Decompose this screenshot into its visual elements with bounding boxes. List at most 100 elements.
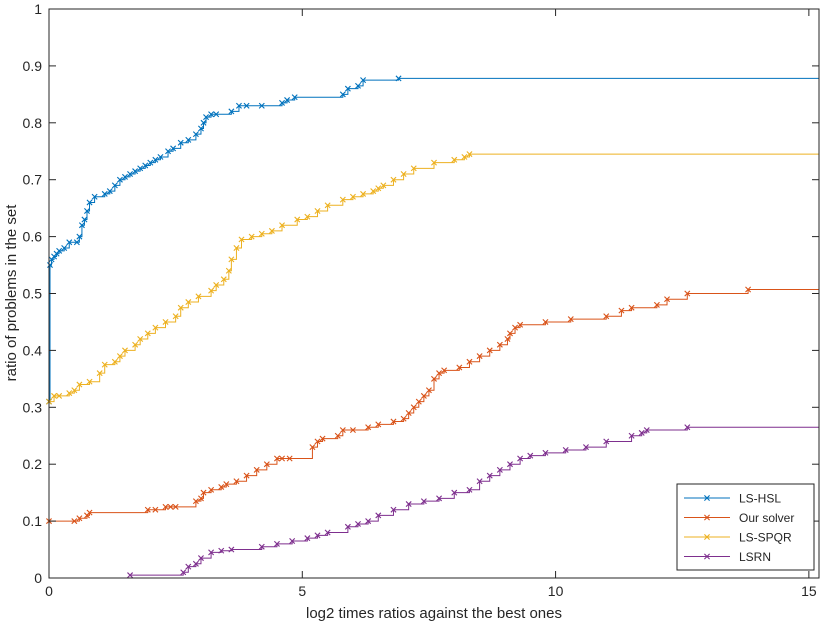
data-point-ls-hsl — [279, 99, 286, 106]
data-point-ls-hsl — [243, 102, 250, 109]
data-point-lsrn — [628, 432, 635, 439]
data-point-our-solver — [314, 438, 321, 445]
data-point-our-solver — [334, 432, 341, 439]
data-point-lsrn — [517, 455, 524, 462]
data-point-ls-spqr — [349, 193, 356, 200]
legend-label-ls-spqr: LS-SPQR — [739, 531, 792, 545]
data-point-lsrn — [527, 452, 534, 459]
data-point-ls-spqr — [304, 213, 311, 220]
data-point-our-solver — [628, 304, 635, 311]
data-point-ls-hsl — [395, 75, 402, 82]
y-tick-label: 0.3 — [23, 399, 43, 415]
y-axis-label: ratio of problems in the set — [3, 204, 20, 382]
data-point-ls-spqr — [461, 153, 468, 160]
data-point-lsrn — [197, 555, 204, 562]
data-point-lsrn — [180, 569, 187, 576]
data-point-ls-spqr — [162, 318, 169, 325]
data-point-our-solver — [76, 515, 83, 522]
data-point-our-solver — [263, 461, 270, 468]
data-point-ls-hsl — [84, 208, 90, 214]
legend-marker-lsrn — [704, 553, 710, 560]
data-point-lsrn — [506, 461, 513, 468]
series-line-ls-hsl — [49, 77, 819, 403]
data-point-lsrn — [466, 486, 473, 493]
data-point-ls-hsl — [66, 239, 73, 246]
y-tick-label: 0.5 — [23, 286, 43, 302]
data-point-ls-hsl — [165, 148, 172, 155]
data-point-ls-spqr — [390, 176, 397, 183]
axes-layer: 0 5 10 15 0 0.1 0.2 0.3 0.4 0.5 0.6 0.7 0.8 0.9 1 — [23, 1, 820, 599]
legend-marker-ls-spqr — [704, 534, 710, 540]
data-point-lsrn — [192, 560, 199, 567]
data-point-our-solver — [512, 324, 519, 331]
data-point-ls-spqr — [360, 190, 367, 197]
data-point-our-solver — [618, 307, 625, 314]
data-point-ls-spqr — [324, 202, 331, 209]
data-point-our-solver — [200, 489, 207, 496]
data-point-ls-hsl — [132, 168, 139, 175]
data-point-ls-spqr — [195, 293, 202, 300]
data-point-ls-spqr — [410, 165, 417, 172]
data-point-our-solver — [197, 495, 204, 502]
series-line-ls-spqr — [49, 153, 819, 403]
data-point-ls-spqr — [294, 216, 301, 223]
x-tick-label: 0 — [45, 583, 53, 599]
data-point-our-solver — [400, 415, 407, 422]
data-point-ls-spqr — [228, 256, 235, 263]
x-tick-label: 5 — [298, 583, 306, 599]
data-point-ls-hsl — [197, 125, 204, 132]
data-point-our-solver — [405, 410, 412, 416]
data-point-our-solver — [664, 296, 671, 303]
data-point-ls-spqr — [177, 304, 184, 311]
data-point-our-solver — [365, 424, 372, 431]
series-ls-hsl — [46, 75, 819, 405]
y-tick-label: 0.1 — [23, 513, 43, 529]
data-point-ls-spqr — [152, 324, 159, 331]
y-tick-label: 0.7 — [23, 172, 43, 188]
data-point-our-solver — [233, 478, 240, 485]
data-point-ls-spqr — [101, 361, 108, 368]
data-point-lsrn — [390, 506, 397, 513]
data-point-ls-spqr — [213, 281, 220, 288]
data-point-ls-spqr — [279, 222, 286, 229]
data-point-lsrn — [127, 572, 134, 579]
data-point-ls-spqr — [451, 156, 458, 163]
data-point-our-solver — [375, 421, 382, 428]
legend-marker-ls-hsl — [704, 495, 710, 501]
series-our-solver — [46, 286, 819, 525]
y-tick-label: 0.8 — [23, 115, 43, 131]
data-point-our-solver — [496, 341, 503, 348]
data-point-our-solver — [253, 466, 260, 473]
data-point-ls-hsl — [61, 244, 68, 251]
data-point-lsrn — [436, 495, 443, 502]
x-axis-label: log2 times ratios against the best ones — [306, 605, 562, 622]
data-point-ls-hsl — [344, 85, 351, 92]
data-point-ls-spqr — [225, 267, 232, 274]
data-point-ls-spqr — [314, 208, 321, 214]
data-point-ls-hsl — [284, 97, 291, 104]
data-point-ls-spqr — [466, 151, 473, 158]
data-point-ls-hsl — [157, 153, 164, 160]
series-ls-spqr — [46, 151, 819, 405]
legend-label-our-solver: Our solver — [739, 511, 794, 525]
data-point-our-solver — [172, 503, 179, 510]
data-point-ls-spqr — [380, 182, 387, 189]
data-point-ls-spqr — [132, 341, 139, 348]
data-point-ls-hsl — [47, 262, 54, 269]
data-point-ls-hsl — [121, 173, 128, 180]
data-point-ls-spqr — [172, 313, 179, 320]
data-point-lsrn — [643, 427, 650, 434]
data-point-our-solver — [273, 455, 280, 462]
data-point-ls-spqr — [121, 347, 128, 354]
series-layer — [46, 75, 820, 579]
data-point-our-solver — [486, 347, 493, 354]
data-point-our-solver — [192, 498, 199, 505]
data-point-ls-spqr — [51, 392, 58, 399]
data-point-our-solver — [309, 444, 316, 451]
data-point-our-solver — [425, 387, 432, 394]
data-point-ls-hsl — [76, 233, 83, 240]
data-point-ls-spqr — [220, 276, 227, 283]
data-point-ls-hsl — [360, 77, 367, 84]
data-point-lsrn — [365, 518, 372, 525]
